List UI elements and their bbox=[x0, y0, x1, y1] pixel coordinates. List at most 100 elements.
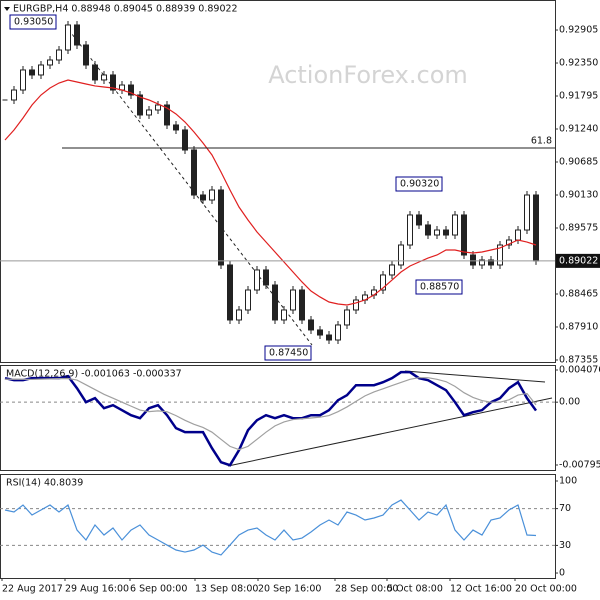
candle bbox=[272, 284, 278, 321]
annotation: 0.87450 bbox=[269, 348, 308, 359]
candle bbox=[209, 189, 215, 201]
candle bbox=[326, 334, 332, 341]
candle bbox=[20, 69, 26, 91]
series-line bbox=[4, 79, 537, 306]
candle bbox=[254, 269, 260, 291]
candle bbox=[515, 229, 521, 241]
candle bbox=[308, 319, 314, 331]
candle bbox=[227, 264, 233, 321]
candle bbox=[11, 89, 17, 101]
candle bbox=[263, 269, 269, 286]
panel-frame bbox=[0, 474, 556, 579]
candle bbox=[137, 94, 143, 116]
candle bbox=[236, 309, 242, 321]
candle bbox=[452, 214, 458, 236]
candle bbox=[497, 244, 503, 266]
y-tick-label: 0.00 bbox=[559, 397, 580, 408]
candle bbox=[200, 194, 206, 201]
title-marker bbox=[4, 7, 10, 11]
annotation: 0.90320 bbox=[400, 179, 439, 190]
y-tick-label: 0 bbox=[559, 568, 565, 579]
candle bbox=[389, 264, 395, 276]
candle bbox=[470, 254, 476, 266]
candle bbox=[335, 324, 341, 341]
panel-title: RSI(14) 40.8039 bbox=[6, 478, 83, 489]
y-tick-label: 0.004076 bbox=[559, 364, 600, 375]
x-tick-label: 22 Aug 2017 bbox=[2, 584, 63, 595]
candle bbox=[461, 214, 467, 256]
trend-line bbox=[404, 370, 546, 383]
annotation: 0.93050 bbox=[14, 17, 53, 28]
x-tick-label: 13 Sep 08:00 bbox=[195, 584, 258, 595]
y-tick-label: -0.007956 bbox=[559, 460, 600, 471]
y-tick-label: 0.89575 bbox=[559, 222, 598, 233]
candle bbox=[218, 189, 224, 266]
y-tick-label: 0.90685 bbox=[559, 157, 598, 168]
y-tick-label: 0.87355 bbox=[559, 354, 598, 365]
last-price-label: 0.89022 bbox=[559, 255, 598, 266]
x-tick-label: 12 Oct 16:00 bbox=[450, 584, 512, 595]
y-tick-label: 0.92350 bbox=[559, 58, 598, 69]
candle bbox=[344, 309, 350, 326]
x-tick-label: 6 Sep 00:00 bbox=[130, 584, 187, 595]
candle bbox=[488, 259, 494, 266]
candle bbox=[128, 84, 134, 96]
candle bbox=[425, 224, 431, 236]
annotation-box bbox=[264, 345, 312, 361]
candle bbox=[524, 194, 530, 231]
candle bbox=[164, 104, 170, 126]
level-label: 61.8 bbox=[531, 135, 552, 146]
candle bbox=[56, 49, 62, 61]
candle bbox=[191, 149, 197, 196]
y-tick-label: 0.88465 bbox=[559, 288, 598, 299]
panel-title: MACD(12,26,9) -0.001063 -0.000337 bbox=[6, 369, 182, 380]
candle bbox=[101, 74, 107, 81]
panel-frame bbox=[0, 365, 556, 471]
watermark: ActionForex.com bbox=[268, 61, 468, 89]
candle bbox=[398, 244, 404, 266]
x-tick-label: 5 Oct 08:00 bbox=[387, 584, 443, 595]
series-line bbox=[4, 377, 537, 451]
annotation-box bbox=[9, 14, 57, 30]
y-tick-label: 0.91240 bbox=[559, 124, 598, 135]
candle bbox=[74, 24, 80, 46]
candle bbox=[380, 274, 386, 291]
candle bbox=[146, 109, 152, 116]
candle bbox=[443, 229, 449, 236]
y-tick-label: 30 bbox=[559, 540, 571, 551]
candle bbox=[479, 259, 485, 266]
last-price-box bbox=[556, 253, 600, 268]
candle bbox=[173, 124, 179, 131]
candle bbox=[317, 329, 323, 336]
series-line bbox=[4, 499, 537, 556]
y-tick-label: 0.90130 bbox=[559, 190, 598, 201]
candle bbox=[182, 129, 188, 151]
candle bbox=[29, 69, 35, 76]
candle bbox=[47, 59, 53, 66]
candle bbox=[155, 104, 161, 111]
x-tick-label: 20 Oct 00:00 bbox=[515, 584, 577, 595]
candle bbox=[38, 64, 44, 76]
candle bbox=[353, 299, 359, 311]
candle bbox=[110, 74, 116, 91]
y-tick-label: 0.91795 bbox=[559, 91, 598, 102]
candle bbox=[245, 289, 251, 311]
annotation: 0.88570 bbox=[420, 282, 459, 293]
trend-line bbox=[227, 397, 553, 467]
candle bbox=[65, 24, 71, 51]
x-tick-label: 29 Aug 16:00 bbox=[65, 584, 129, 595]
candle bbox=[290, 289, 296, 311]
y-tick-label: 70 bbox=[559, 503, 571, 514]
series-line bbox=[4, 370, 538, 467]
candle bbox=[83, 44, 89, 66]
panel-title: EURGBP,H4 0.88948 0.89045 0.88939 0.8902… bbox=[13, 4, 238, 15]
candle bbox=[407, 214, 413, 246]
candle bbox=[434, 229, 440, 236]
panel-frame bbox=[0, 0, 556, 363]
candle bbox=[416, 214, 422, 226]
candle bbox=[299, 289, 305, 321]
candle bbox=[281, 309, 287, 321]
candle bbox=[533, 194, 539, 262]
x-tick-label: 20 Sep 16:00 bbox=[258, 584, 321, 595]
